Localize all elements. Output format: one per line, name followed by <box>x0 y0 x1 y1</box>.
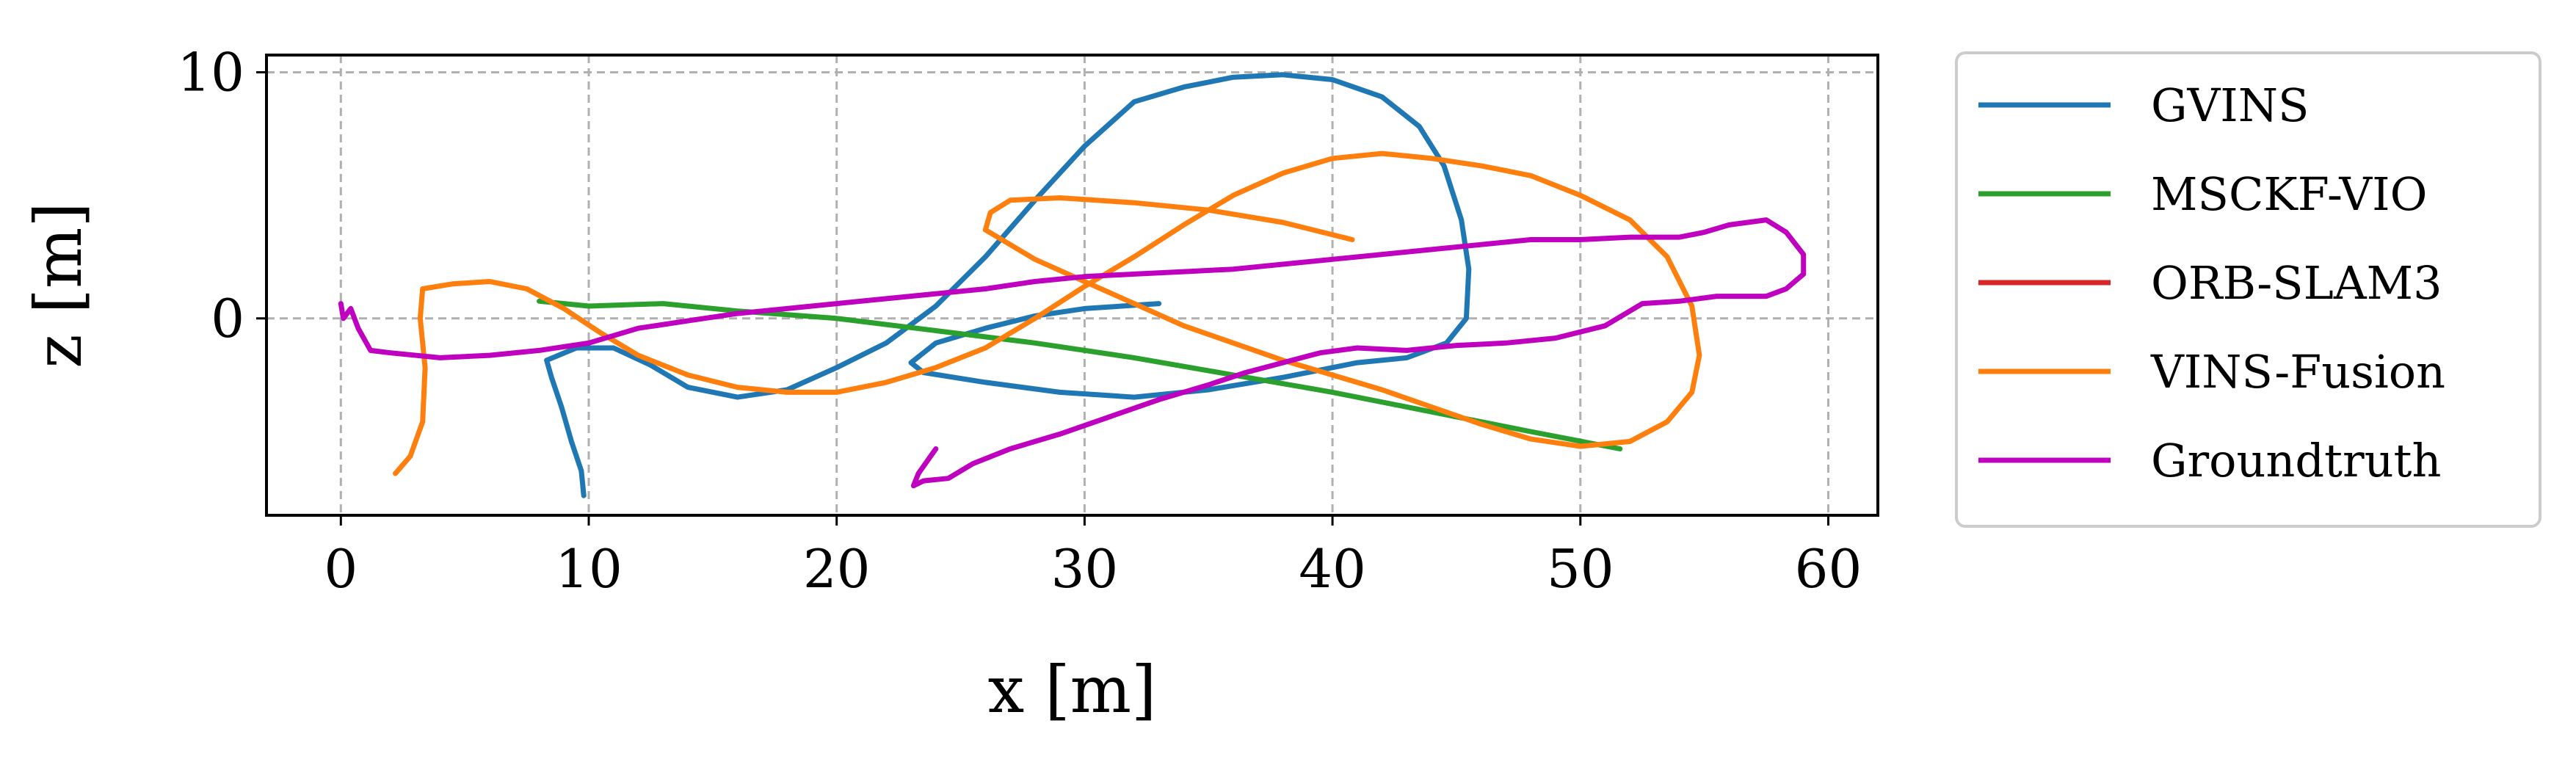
legend-label-msckf-vio: MSCKF-VIO <box>2151 167 2427 221</box>
plot-frame <box>265 54 1879 517</box>
series-line-gvins <box>544 72 1472 498</box>
legend-label-groundtruth: Groundtruth <box>2151 434 2441 487</box>
legend-label-orb-slam3: ORB-SLAM3 <box>2151 256 2442 310</box>
legend-label-vins-fusion: VINS-Fusion <box>2150 345 2445 399</box>
y-axis-title: z [m] <box>21 202 96 368</box>
legend-box <box>1955 51 2541 528</box>
legend: GVINS MSCKF-VIO ORB-SLAM3 VINS-Fusion Ground… <box>1955 51 2541 528</box>
x-tick-label: 20 <box>803 538 871 600</box>
x-axis-title: x [m] <box>988 652 1157 727</box>
x-tick-label: 30 <box>1051 538 1119 600</box>
x-tick-label: 10 <box>555 538 623 600</box>
series-line-groundtruth <box>338 217 1807 489</box>
series-lines <box>338 72 1807 498</box>
x-tick-label: 50 <box>1547 538 1614 600</box>
series-line-vins-fusion <box>393 150 1702 476</box>
legend-label-gvins: GVINS <box>2151 79 2310 132</box>
x-tick-label: 60 <box>1795 538 1862 600</box>
series-line-msckf-vio <box>537 298 1623 451</box>
axis-ticks: 0 10 20 30 40 50 60 0 10 <box>177 41 1862 600</box>
y-tick-label: 0 <box>211 288 244 349</box>
x-tick-label: 40 <box>1299 538 1366 600</box>
y-tick-label: 10 <box>177 41 244 103</box>
x-tick-label: 0 <box>324 538 358 600</box>
